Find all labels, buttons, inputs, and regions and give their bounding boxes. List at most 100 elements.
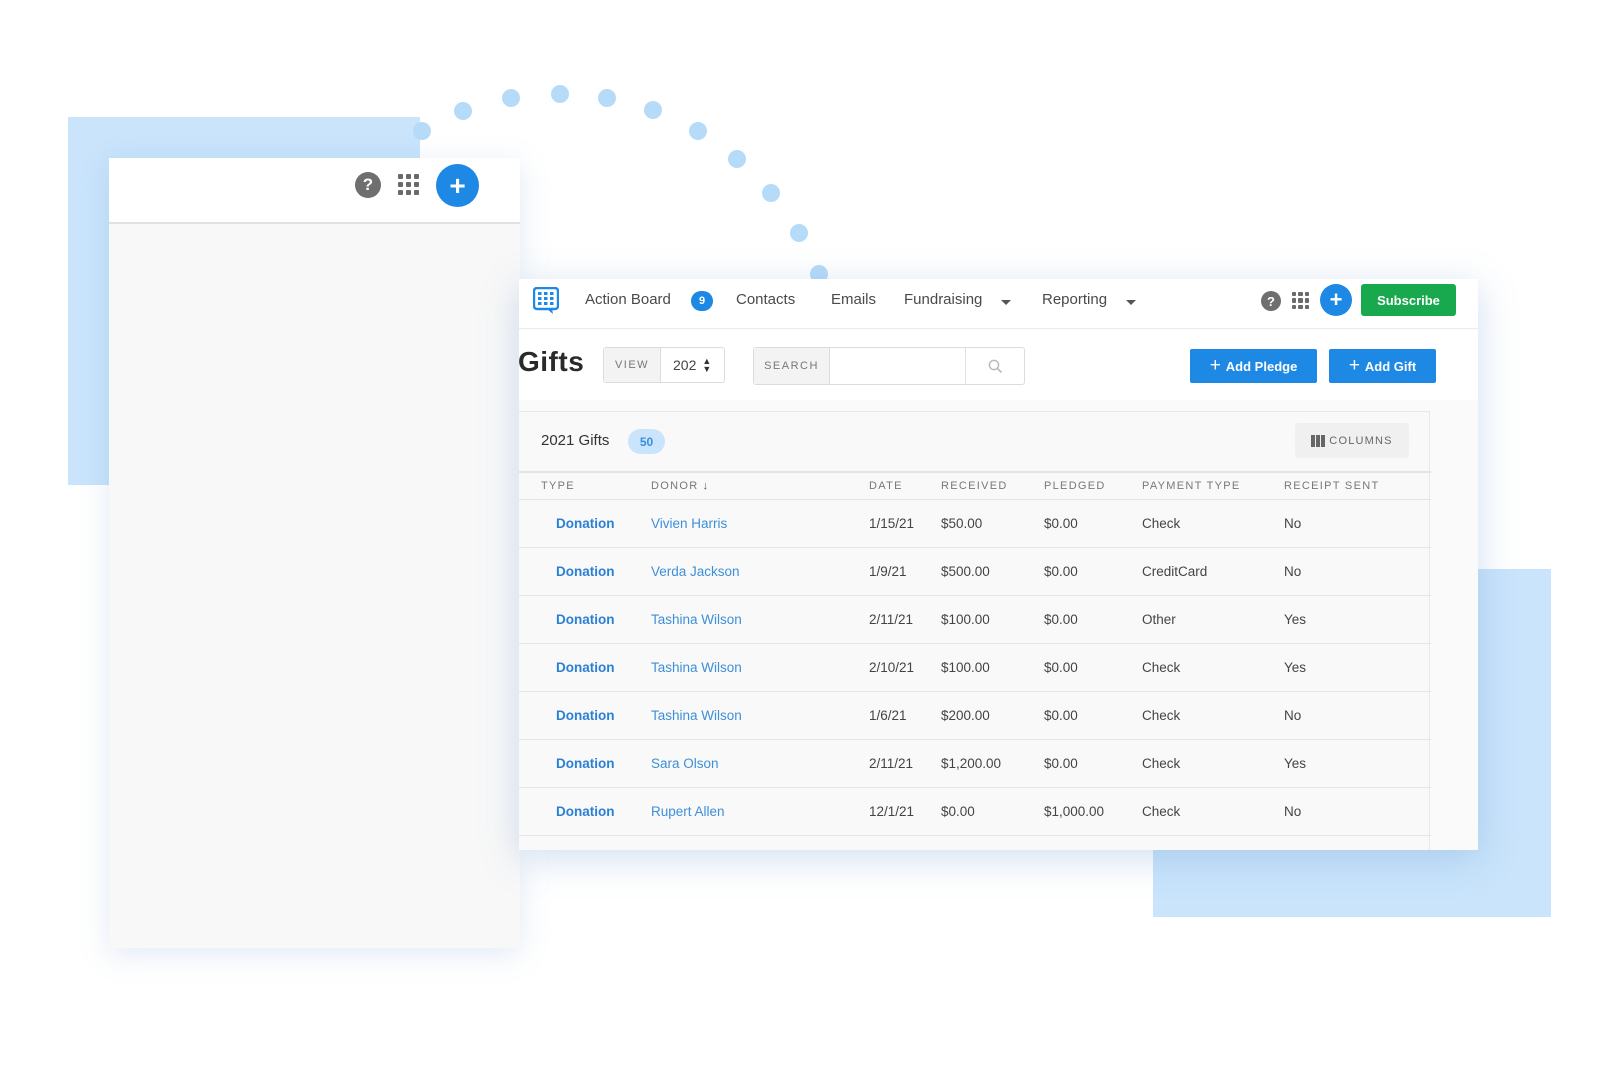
subscribe-button[interactable]: Subscribe [1361, 284, 1456, 316]
received-cell: $50.00 [941, 499, 1044, 548]
search-field: SEARCH [753, 347, 1025, 385]
nav-item-reporting[interactable]: Reporting [1042, 291, 1108, 308]
decorative-dot [689, 122, 707, 140]
payment-type-cell: Check [1142, 691, 1284, 740]
column-header-type[interactable]: TYPE [519, 471, 651, 500]
table-row[interactable]: Donation Tashina Wilson 1/6/21 $200.00 $0.00… [519, 691, 1431, 740]
view-selector[interactable]: VIEW 202 ▲ ▼ [603, 347, 725, 383]
type-cell[interactable]: Donation [519, 595, 651, 644]
help-icon[interactable]: ? [1261, 291, 1281, 311]
decorative-dot [502, 89, 520, 107]
donor-cell[interactable]: Tashina Wilson [651, 643, 869, 692]
table-row[interactable]: Donation Tashina Wilson 2/11/21 $100.00 $0.0… [519, 595, 1431, 644]
pledged-cell: $0.00 [1044, 739, 1142, 788]
nav-item-contacts[interactable]: Contacts [736, 291, 796, 308]
chevron-down-icon [1126, 300, 1136, 305]
decorative-dot [413, 122, 431, 140]
table-row[interactable]: Donation Tashina Wilson 2/10/21 $100.00 $0.0… [519, 643, 1431, 692]
top-navigation: Action Board 9 Contacts Emails Fundraisi… [519, 279, 1478, 329]
plus-icon[interactable]: + [436, 164, 479, 207]
donor-cell[interactable]: Sara Olson [651, 739, 869, 788]
donor-cell[interactable]: Verda Jackson [651, 547, 869, 596]
receipt-sent-cell: Yes [1284, 643, 1431, 692]
column-header-date[interactable]: DATE [869, 471, 941, 500]
decorative-dot [810, 265, 828, 283]
receipt-sent-cell: Yes [1284, 739, 1431, 788]
page-title: Gifts [519, 346, 585, 377]
received-cell: $100.00 [941, 595, 1044, 644]
add-gift-button[interactable]: + Add Gift [1329, 349, 1436, 383]
add-gift-label: Add Gift [1364, 358, 1417, 374]
date-cell: 1/6/21 [869, 691, 941, 740]
type-cell[interactable]: Donation [519, 547, 651, 596]
decorative-dot [598, 89, 616, 107]
received-cell: $1,200.00 [941, 739, 1044, 788]
gifts-table: TYPE DONOR ↓ DATE RECEIVED PLEDGED PAYMEN… [519, 471, 1431, 836]
page-toolbar: Gifts VIEW 202 ▲ ▼ SEARCH + Add Pledge + [519, 330, 1478, 400]
add-pledge-button[interactable]: + Add Pledge [1190, 349, 1317, 383]
date-cell: 2/10/21 [869, 643, 941, 692]
pledged-cell: $0.00 [1044, 643, 1142, 692]
app-logo-icon[interactable] [533, 287, 559, 315]
receipt-sent-cell: No [1284, 691, 1431, 740]
gifts-table-card: 2021 Gifts 50 COLUMNS TYPE DONOR ↓ DATE R… [519, 411, 1431, 850]
table-row[interactable]: Donation Rupert Allen 12/1/21 $0.00 $1,000.0… [519, 787, 1431, 836]
view-select[interactable]: 202 ▲ ▼ [661, 348, 724, 382]
columns-label: COLUMNS [1329, 434, 1393, 447]
table-row[interactable]: Donation Verda Jackson 1/9/21 $500.00 $0.00 C… [519, 547, 1431, 596]
view-label: VIEW [604, 348, 661, 382]
decorative-dot [762, 184, 780, 202]
secondary-window-header: ? + [109, 158, 520, 224]
payment-type-cell: Other [1142, 595, 1284, 644]
donor-cell[interactable]: Rupert Allen [651, 787, 869, 836]
search-icon [988, 359, 1002, 373]
type-cell[interactable]: Donation [519, 787, 651, 836]
plus-icon[interactable]: + [1320, 284, 1352, 316]
columns-button[interactable]: COLUMNS [1295, 423, 1409, 458]
date-cell: 2/11/21 [869, 739, 941, 788]
decorative-dot [551, 85, 569, 103]
donor-cell[interactable]: Tashina Wilson [651, 691, 869, 740]
pledged-cell: $0.00 [1044, 499, 1142, 548]
date-cell: 1/15/21 [869, 499, 941, 548]
donor-cell[interactable]: Vivien Harris [651, 499, 869, 548]
table-row[interactable]: Donation Vivien Harris 1/15/21 $50.00 $0.00 C… [519, 499, 1431, 548]
column-header-donor[interactable]: DONOR ↓ [651, 471, 869, 500]
donor-header-label: DONOR [651, 479, 699, 492]
table-title: 2021 Gifts [541, 432, 610, 449]
app-window: Action Board 9 Contacts Emails Fundraisi… [519, 279, 1478, 850]
decorative-dot [644, 101, 662, 119]
type-cell[interactable]: Donation [519, 691, 651, 740]
decorative-dot [454, 102, 472, 120]
grid-icon[interactable] [398, 174, 419, 195]
column-header-pledged[interactable]: PLEDGED [1044, 471, 1142, 500]
type-cell[interactable]: Donation [519, 499, 651, 548]
select-arrows-icon: ▲ ▼ [702, 356, 712, 374]
received-cell: $200.00 [941, 691, 1044, 740]
date-cell: 12/1/21 [869, 787, 941, 836]
type-cell[interactable]: Donation [519, 643, 651, 692]
table-row[interactable]: Donation Sara Olson 2/11/21 $1,200.00 $0.00 C… [519, 739, 1431, 788]
column-header-received[interactable]: RECEIVED [941, 471, 1044, 500]
type-cell[interactable]: Donation [519, 739, 651, 788]
decorative-dot [728, 150, 746, 168]
column-header-receipt-sent[interactable]: RECEIPT SENT [1284, 471, 1431, 500]
nav-item-action-board[interactable]: Action Board [585, 291, 671, 308]
count-badge: 50 [628, 429, 665, 454]
chevron-down-icon [1001, 300, 1011, 305]
plus-icon: + [1348, 354, 1360, 376]
payment-type-cell: Check [1142, 643, 1284, 692]
table-header-row: TYPE DONOR ↓ DATE RECEIVED PLEDGED PAYMEN… [519, 471, 1431, 500]
search-input[interactable] [830, 348, 966, 384]
donor-cell[interactable]: Tashina Wilson [651, 595, 869, 644]
nav-item-emails[interactable]: Emails [831, 291, 877, 308]
search-button[interactable] [966, 348, 1024, 384]
nav-item-fundraising[interactable]: Fundraising [904, 291, 983, 308]
date-cell: 1/9/21 [869, 547, 941, 596]
help-icon[interactable]: ? [355, 172, 381, 198]
view-value: 202 [673, 357, 697, 373]
pledged-cell: $0.00 [1044, 547, 1142, 596]
received-cell: $100.00 [941, 643, 1044, 692]
grid-icon[interactable] [1292, 292, 1309, 309]
column-header-payment-type[interactable]: PAYMENT TYPE [1142, 471, 1284, 500]
